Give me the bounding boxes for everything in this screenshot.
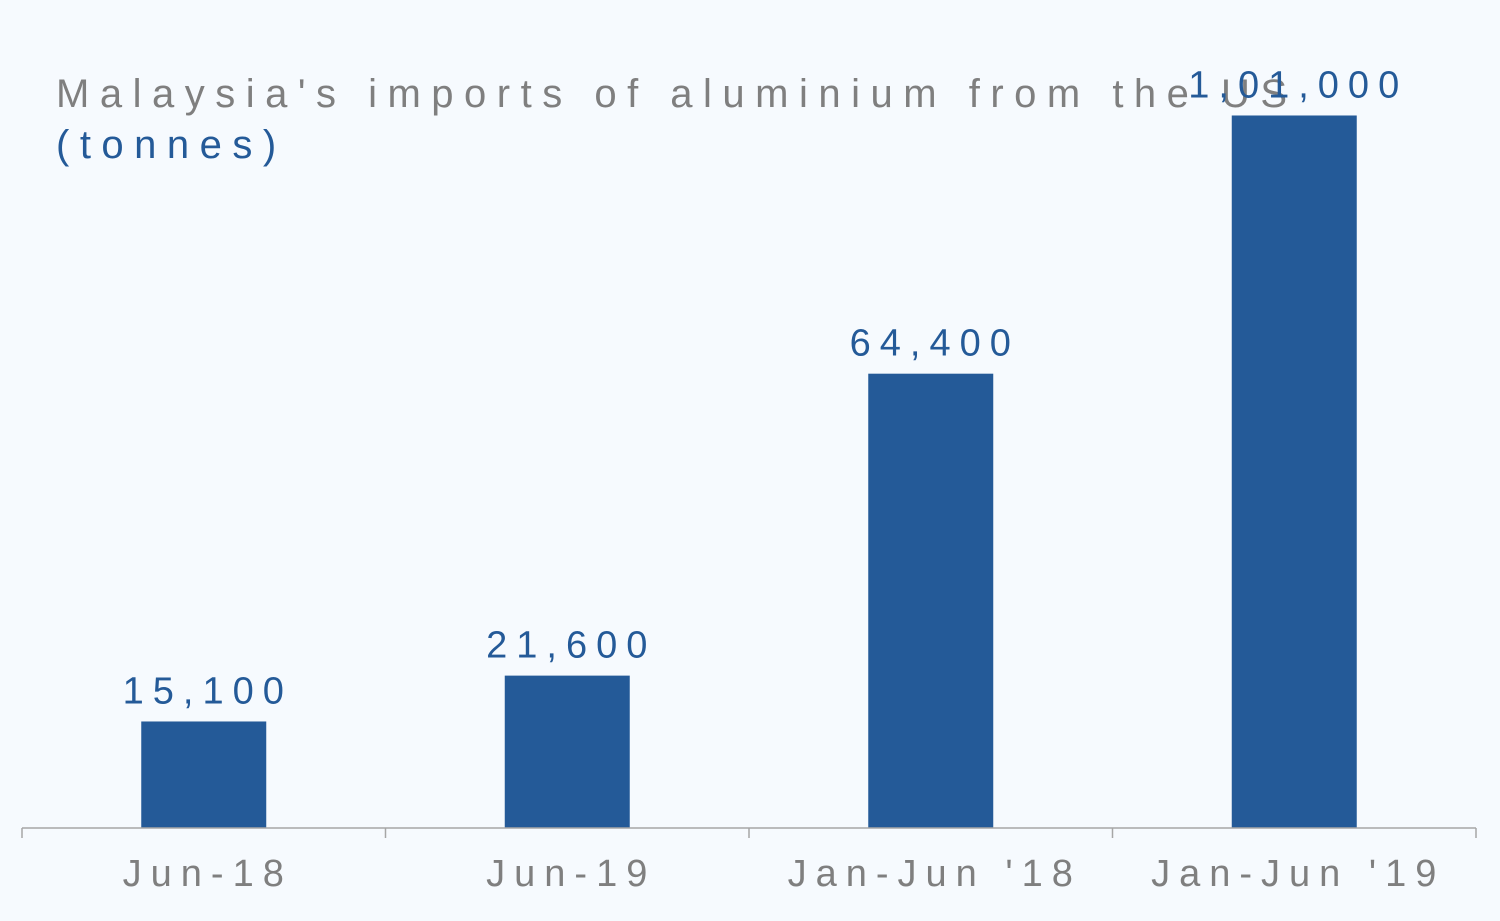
bar-3 [1231, 115, 1357, 828]
bar-0 [141, 721, 267, 828]
x-tick-label-3: Jan-Jun '19 [1151, 853, 1445, 895]
x-axis: Jun-18 Jun-19 Jan-Jun '18 Jan-Jun '19 [21, 827, 1477, 895]
data-label-1: 21,600 [486, 625, 656, 667]
x-tick-label-0: Jun-18 [123, 853, 293, 895]
x-tick-label-1: Jun-19 [486, 853, 656, 895]
bars-group: 15,100 21,600 64,400 1,01,000 [123, 64, 1408, 828]
data-label-3: 1,01,000 [1188, 64, 1408, 106]
bar-2 [868, 373, 994, 828]
bar-1 [504, 675, 630, 828]
chart-title: Malaysia's imports of aluminium from the… [56, 72, 1298, 116]
chart-subtitle: (tonnes) [56, 123, 287, 167]
data-label-0: 15,100 [123, 670, 293, 712]
data-label-2: 64,400 [850, 323, 1020, 365]
x-tick-label-2: Jan-Jun '18 [788, 853, 1082, 895]
